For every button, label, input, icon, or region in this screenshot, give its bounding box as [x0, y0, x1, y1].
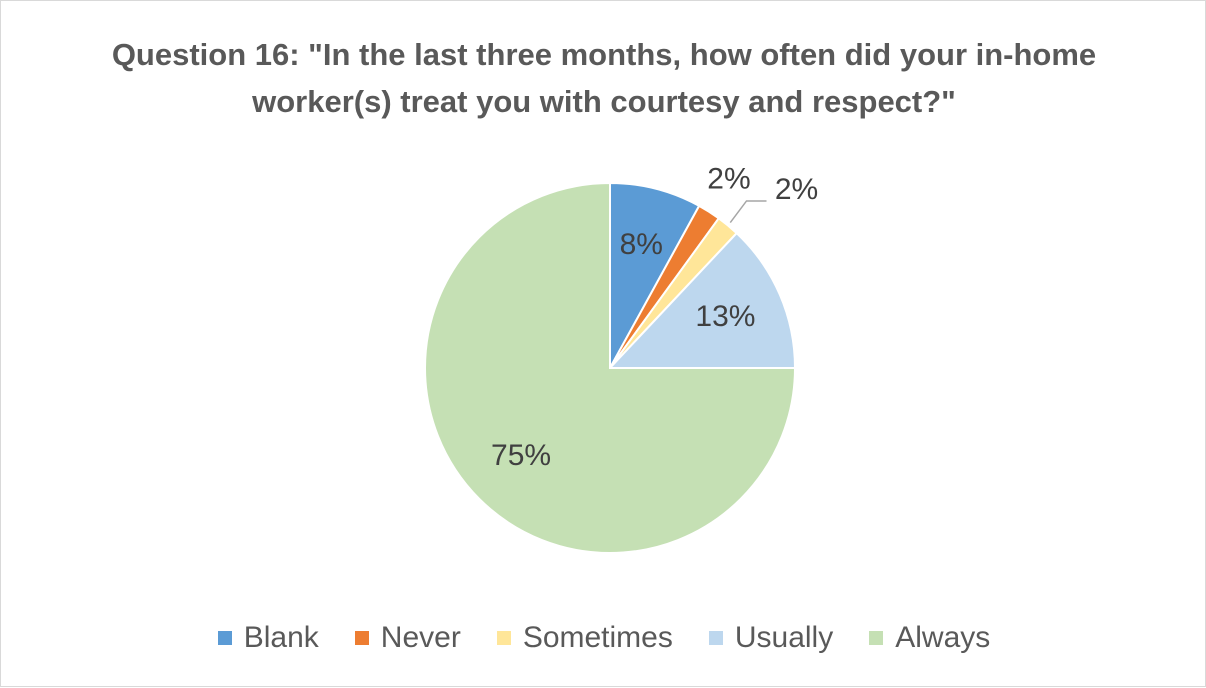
legend: Blank Never Sometimes Usually Always: [1, 621, 1206, 655]
legend-item: Blank: [217, 621, 319, 655]
leader-line: [729, 200, 767, 224]
data-label: 2%: [707, 162, 750, 195]
legend-swatch: [869, 631, 884, 645]
legend-label: Always: [895, 621, 991, 654]
data-label: 8%: [620, 228, 663, 261]
legend-swatch: [496, 631, 511, 645]
pie-slice: [609, 181, 701, 369]
legend-swatch: [708, 631, 723, 645]
legend-label: Sometimes: [522, 621, 673, 654]
legend-item: Usually: [708, 621, 834, 655]
legend-label: Usually: [734, 621, 834, 654]
legend-swatch: [217, 631, 232, 645]
chart-title: Question 16: "In the last three months, …: [111, 37, 1097, 119]
legend-label: Blank: [243, 621, 319, 654]
legend-swatch: [354, 631, 369, 645]
legend-label: Never: [380, 621, 461, 654]
legend-item: Always: [869, 621, 990, 655]
data-label: 2%: [775, 173, 818, 206]
legend-item: Sometimes: [496, 621, 673, 655]
pie-slice: [607, 231, 797, 369]
data-label: 75%: [491, 439, 551, 472]
data-label: 13%: [695, 300, 755, 333]
legend-item: Never: [354, 621, 461, 655]
pie-slice: [424, 181, 797, 554]
